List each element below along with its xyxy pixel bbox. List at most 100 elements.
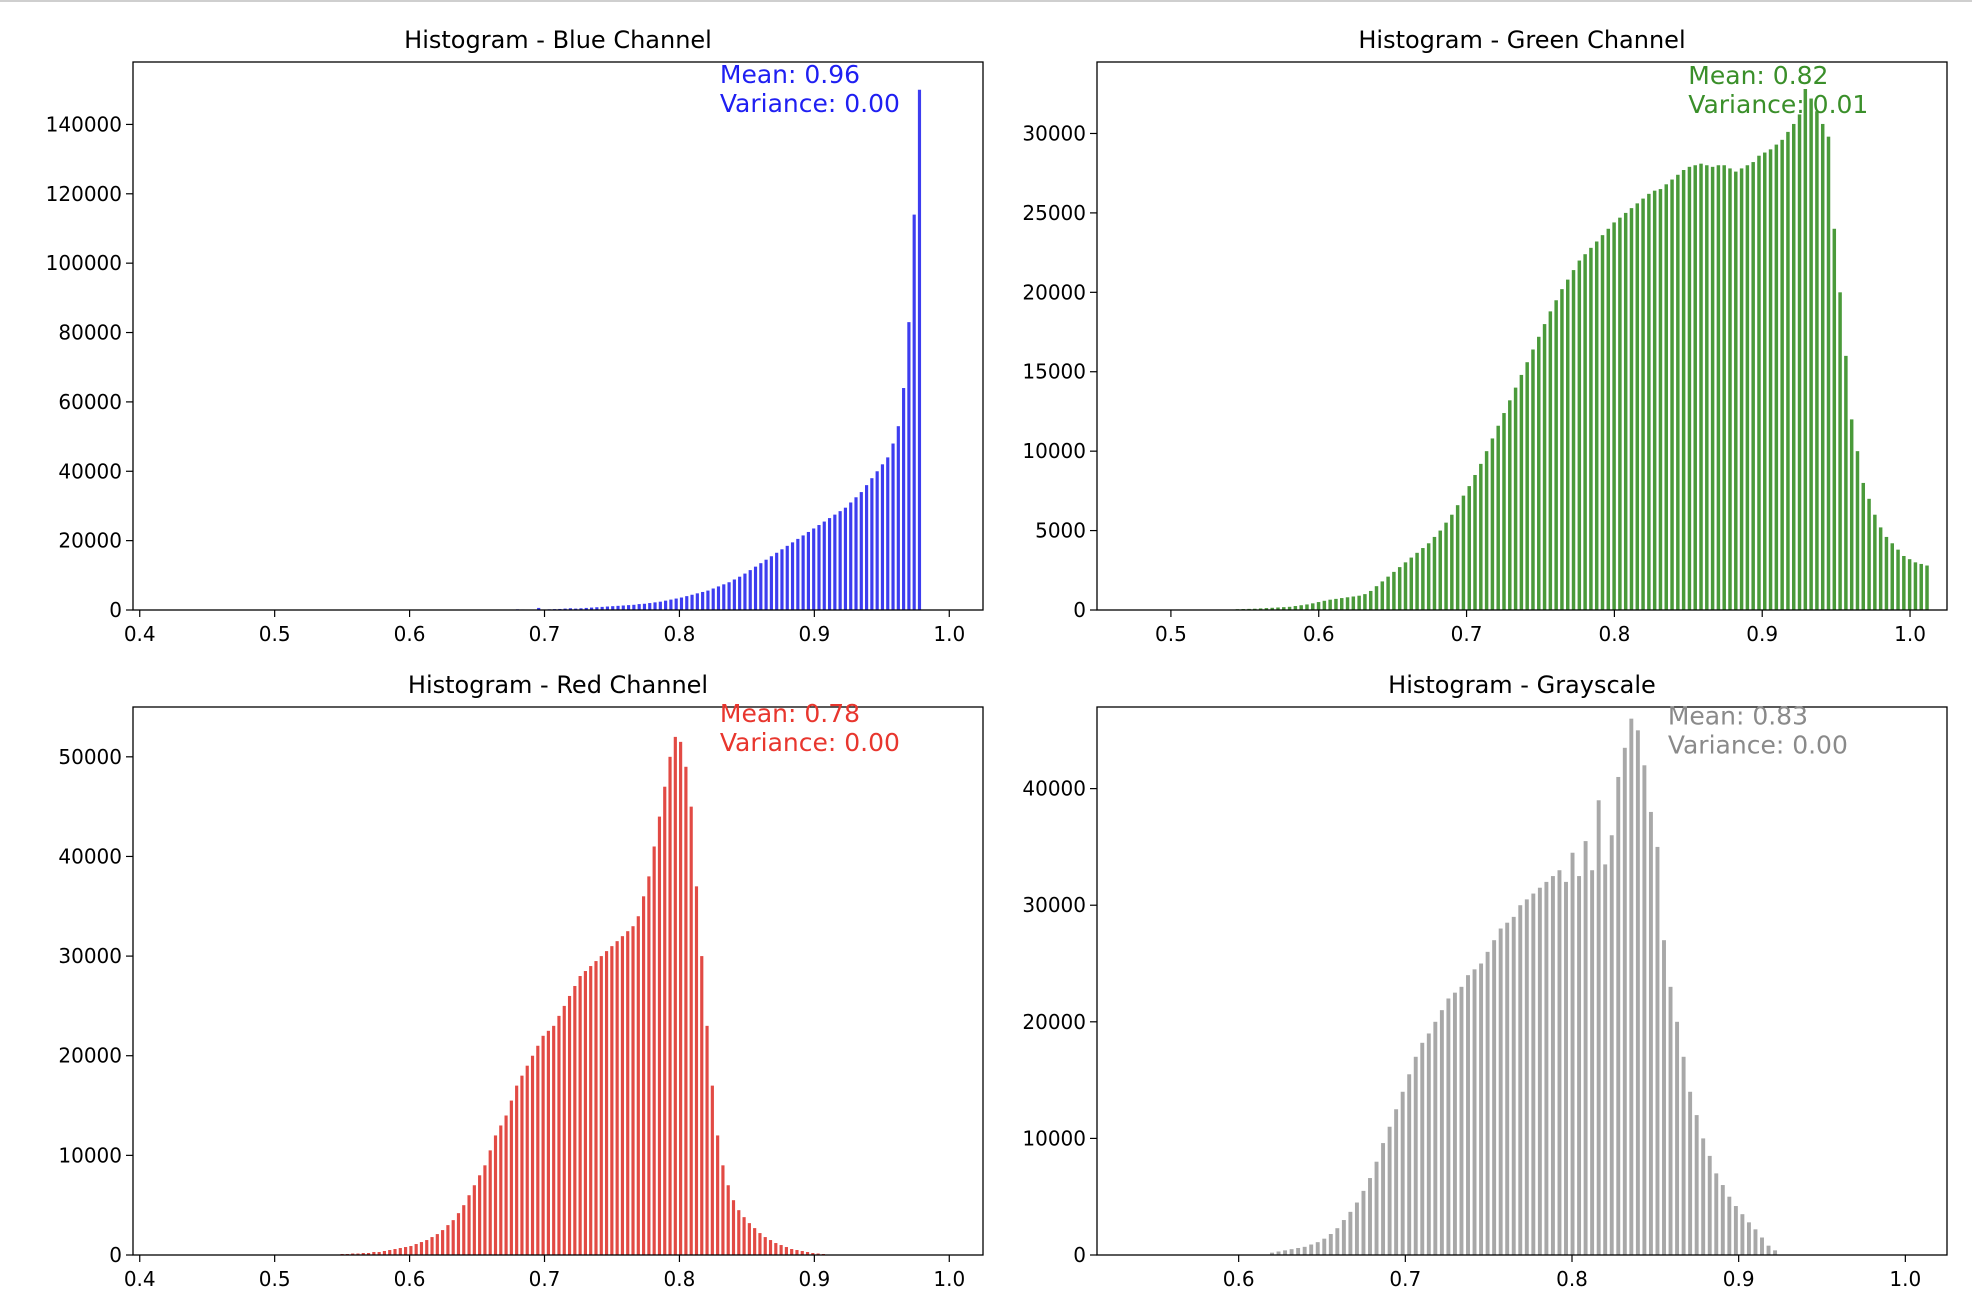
histogram-bar [1490,438,1495,610]
histogram-bar [690,594,694,610]
histogram-bar [1815,111,1819,611]
histogram-bar [663,786,667,1255]
histogram-bar [1849,419,1854,610]
histogram-bar [1699,163,1703,610]
histogram-bar [451,1220,455,1255]
histogram-bar [404,1247,408,1255]
histogram-bar [515,1085,519,1255]
histogram-bar [902,388,906,610]
histogram-bar [1622,747,1627,1255]
histogram-bar [1797,114,1802,611]
histogram-bar [738,576,742,610]
histogram-bar [875,471,879,610]
histogram-bar [674,598,678,610]
x-tick-label: 0.8 [1598,622,1630,646]
histogram-bar [1641,198,1645,610]
histogram-bar [1548,311,1553,610]
histogram-bar [1618,217,1622,610]
histogram-bar [1502,413,1506,610]
histogram-bar [1472,969,1477,1255]
y-tick-label: 0 [1073,1243,1086,1267]
histogram-bar [710,1085,714,1255]
histogram-bar [753,1228,757,1255]
histogram-bar [584,607,588,610]
histogram-bar [1629,718,1634,1255]
mean-annotation: Mean: 0.83 [1668,701,1808,730]
histogram-bar [849,502,853,610]
y-tick-label: 30000 [1022,121,1086,145]
histogram-bar [1531,893,1536,1255]
histogram-bar [1550,876,1555,1255]
histogram-bar [1328,1234,1333,1255]
histogram-bar [636,916,640,1255]
histogram-bar [764,559,768,610]
histogram-bar [1792,123,1796,610]
histogram-bar [1531,349,1535,610]
histogram-bar [599,956,603,1255]
histogram-bar [1322,1238,1327,1255]
histogram-bar [768,1240,773,1255]
histogram-bar [637,604,641,610]
histogram-bar [1302,1246,1307,1255]
y-tick-label: 40000 [58,844,122,868]
histogram-bar [1473,474,1477,610]
histogram-bar [1446,998,1451,1255]
histogram-bar [1557,870,1562,1255]
histogram-bar [604,951,609,1255]
histogram-bar [706,590,710,610]
histogram-bar [1609,835,1614,1255]
histogram-bar [1780,139,1784,610]
histogram-bar [1276,607,1280,610]
histogram-bar [827,518,832,610]
histogram-bar [562,1005,566,1255]
histogram-bar [595,607,599,610]
histogram-bar [1276,1251,1281,1255]
x-tick-label: 0.7 [1389,1267,1421,1291]
histogram-bar [552,1025,556,1255]
histogram-bar [1629,208,1634,610]
y-tick-label: 80000 [58,321,122,345]
histogram-bar [722,584,726,610]
histogram-bar [1577,876,1582,1255]
x-tick-label: 0.9 [1746,622,1778,646]
histogram-bar [1513,387,1518,610]
histogram-bar [1409,557,1414,610]
histogram-bar [620,936,625,1255]
histogram-bar [1351,596,1356,610]
histogram-bar [1519,374,1524,610]
x-tick-label: 0.9 [798,622,830,646]
histogram-bar [1492,940,1497,1255]
histogram-bar [1400,1091,1405,1255]
histogram-bar [769,556,773,610]
histogram-bar [1902,555,1906,610]
histogram-bar [1838,292,1842,610]
histogram-bar [1564,881,1568,1255]
histogram-bar [1919,563,1923,610]
y-tick-label: 20000 [58,529,122,553]
y-tick-label: 20000 [58,1044,122,1068]
y-tick-label: 10000 [1022,1126,1086,1150]
y-tick-label: 10000 [58,1143,122,1167]
histogram-bar [1688,1091,1693,1255]
histogram-bar [605,606,610,610]
axes-frame [132,61,984,611]
histogram-bar [579,608,583,610]
histogram-bar [1600,235,1605,610]
histogram-bar [1426,543,1431,610]
x-tick-label: 0.4 [124,1267,156,1291]
histogram-bar [610,946,614,1255]
y-tick-label: 0 [109,598,122,622]
chart-panel-1: Histogram - Green Channel 0.5 0.6 0.7 0.8 0.9… [1022,26,1948,646]
histogram-bar [1554,300,1558,610]
histogram-bar [456,1213,461,1255]
histogram-bar [747,1223,751,1255]
x-tick-label: 0.5 [259,622,291,646]
y-tick-label: 15000 [1022,360,1086,384]
histogram-bar [1652,190,1657,610]
histogram-bar [1733,1206,1738,1255]
histogram-bar [642,603,647,610]
histogram-bar [743,573,747,610]
x-tick-label: 1.0 [1889,1267,1921,1291]
histogram-bar [1511,916,1516,1255]
histogram-bar [811,1253,815,1255]
